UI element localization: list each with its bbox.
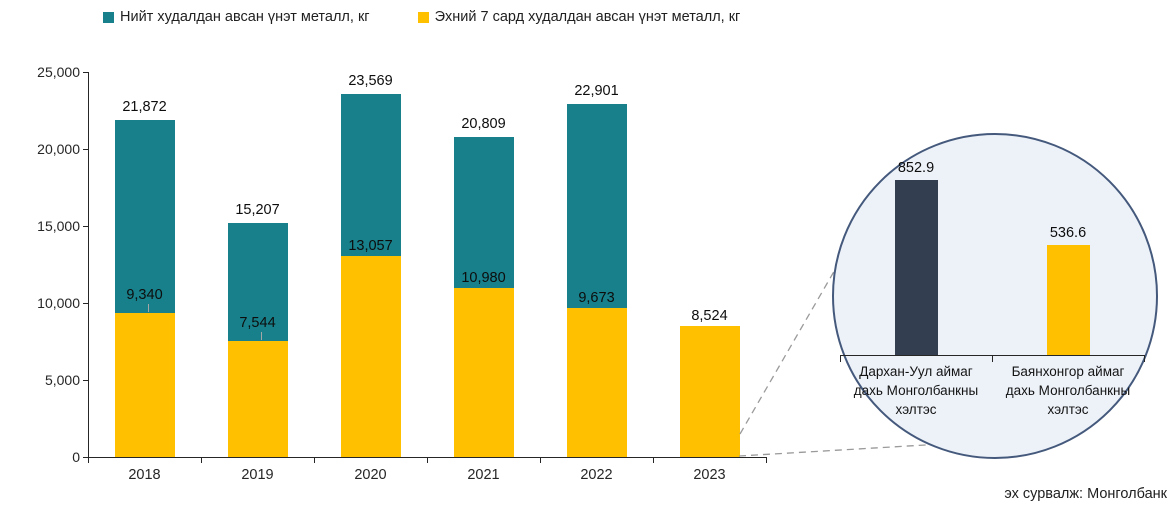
y-axis-tick xyxy=(83,72,88,73)
partial-bar-2019 xyxy=(227,340,288,457)
inset-bar-1 xyxy=(1046,244,1090,355)
partial-bar-2018 xyxy=(114,313,175,457)
partial-label-2019: 7,544 xyxy=(239,314,276,331)
y-axis-tick-label: 20,000 xyxy=(37,141,80,157)
partial-bar-2021 xyxy=(453,287,514,457)
inset-x-axis-tick xyxy=(992,355,993,362)
legend-item-total: Нийт худалдан авсан үнэт металл, кг xyxy=(103,9,370,25)
x-axis-label-2021: 2021 xyxy=(467,467,500,483)
inset-circle-chart: 852.9 Дархан-Уул аймаг дахь Монголбанкны хэ… xyxy=(832,133,1158,459)
total-label-2022: 22,901 xyxy=(574,83,619,100)
partial-label-2023: 8,524 xyxy=(691,307,728,324)
inset-bar-0 xyxy=(894,179,938,355)
y-axis-tick-label: 5,000 xyxy=(44,372,80,388)
legend-label-total: Нийт худалдан авсан үнэт металл, кг xyxy=(120,9,370,25)
x-axis-tick xyxy=(540,457,541,463)
partial-bar-2022 xyxy=(566,308,627,457)
x-axis-label-2020: 2020 xyxy=(354,467,387,483)
y-axis-tick xyxy=(83,457,88,458)
partial-label-2020: 13,057 xyxy=(348,237,393,254)
x-axis-tick xyxy=(427,457,428,463)
y-axis-tick xyxy=(83,303,88,304)
legend-swatch-first7months-icon xyxy=(417,11,429,23)
x-axis-tick xyxy=(201,457,202,463)
inset-value-label-0: 852.9 xyxy=(897,159,935,176)
y-axis-tick xyxy=(83,149,88,150)
partial-bar-2020 xyxy=(340,255,401,457)
total-label-2018: 21,872 xyxy=(122,99,167,116)
inset-x-axis-tick xyxy=(1144,355,1145,362)
y-axis-line xyxy=(88,72,89,462)
legend: Нийт худалдан авсан үнэт металл, кг Эхни… xyxy=(103,9,740,25)
x-axis-tick xyxy=(314,457,315,463)
legend-swatch-total-icon xyxy=(103,11,114,23)
y-axis-tick xyxy=(83,226,88,227)
x-axis-tick xyxy=(766,457,767,463)
y-axis-tick-label: 25,000 xyxy=(37,64,80,80)
inset-category-label-1: Баянхонгор аймаг дахь Монголбанкны хэлтэс xyxy=(1005,364,1131,417)
total-label-2020: 23,569 xyxy=(348,73,393,90)
total-label-2021: 20,809 xyxy=(461,115,506,132)
x-axis-label-2019: 2019 xyxy=(241,467,274,483)
inset-value-label-1: 536.6 xyxy=(1049,224,1087,241)
legend-item-first7months: Эхний 7 сард худалдан авсан үнэт металл,… xyxy=(417,9,741,25)
x-axis-label-2022: 2022 xyxy=(580,467,613,483)
legend-label-first7months: Эхний 7 сард худалдан авсан үнэт металл,… xyxy=(434,9,741,25)
partial-label-leader-2019 xyxy=(260,331,262,340)
y-axis-tick-label: 0 xyxy=(72,449,80,465)
x-axis-tick xyxy=(653,457,654,463)
inset-category-label-0: Дархан-Уул аймаг дахь Монголбанкны хэлтэс xyxy=(853,364,979,417)
partial-label-2021: 10,980 xyxy=(461,269,506,286)
x-axis-tick xyxy=(88,457,89,463)
y-axis-tick xyxy=(83,380,88,381)
x-axis-label-2018: 2018 xyxy=(128,467,161,483)
y-axis-tick-label: 15,000 xyxy=(37,218,80,234)
x-axis-label-2023: 2023 xyxy=(693,467,726,483)
total-label-2019: 15,207 xyxy=(235,201,280,218)
inset-x-axis-tick xyxy=(840,355,841,362)
source-note: эх сурвалж: Монголбанк xyxy=(1004,486,1167,502)
partial-bar-2023 xyxy=(679,325,740,457)
partial-label-2018: 9,340 xyxy=(126,287,163,304)
partial-label-leader-2018 xyxy=(147,304,149,313)
partial-label-2022: 9,673 xyxy=(578,290,615,307)
y-axis-tick-label: 10,000 xyxy=(37,295,80,311)
